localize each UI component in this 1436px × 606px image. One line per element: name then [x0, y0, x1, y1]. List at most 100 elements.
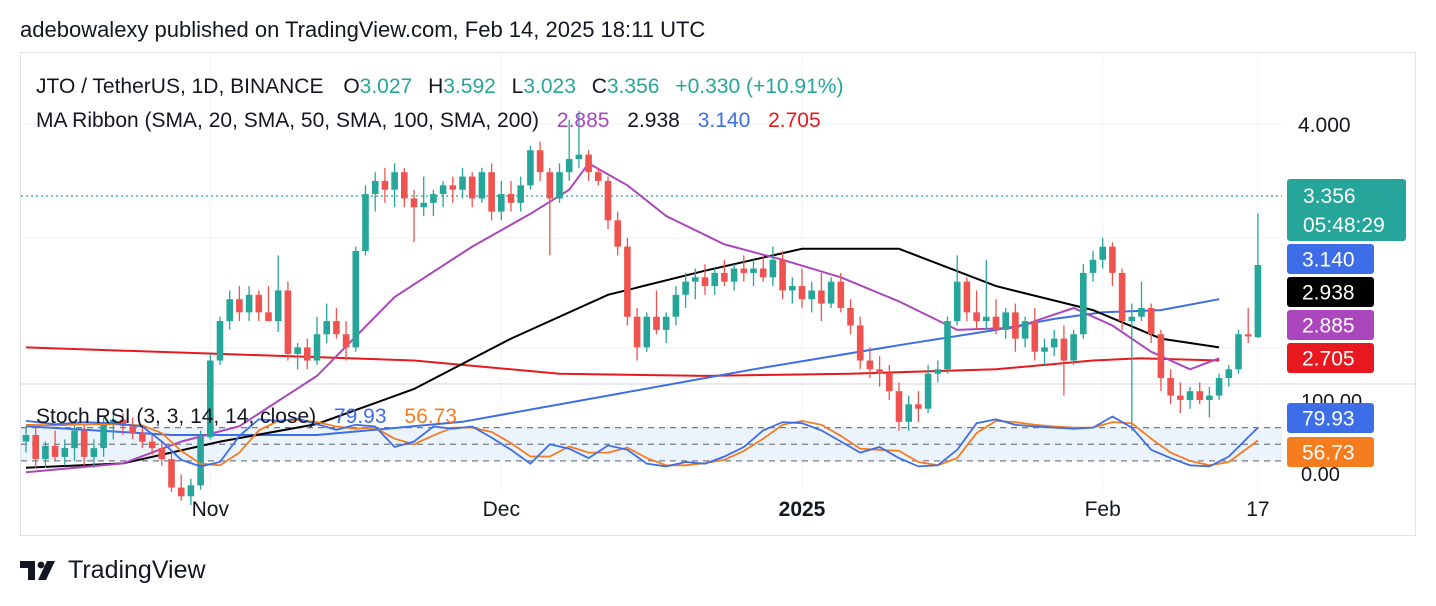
candle-103: [1021, 316, 1029, 348]
low-label: L: [512, 75, 524, 98]
candle-body: [110, 419, 117, 425]
candle-body: [401, 172, 408, 199]
candle-body: [177, 487, 185, 497]
candle-5: [71, 421, 78, 462]
candle-7: [90, 439, 98, 468]
candle-45: [459, 167, 466, 199]
candle-14: [158, 441, 166, 466]
candle-97: [963, 277, 971, 322]
candle-body: [944, 321, 951, 370]
candle-40: [410, 189, 418, 243]
ma-badge-value: 2.938: [1302, 282, 1355, 305]
candle-body: [371, 180, 379, 195]
stoch-badge-value: 79.93: [1302, 408, 1355, 431]
footer: TradingView: [20, 556, 206, 585]
candle-body: [973, 312, 980, 322]
candle-23: [245, 286, 253, 322]
candle-body: [323, 321, 330, 335]
candle-body: [847, 307, 854, 326]
candle-body: [585, 154, 592, 173]
candle-body: [730, 268, 738, 282]
candle-51: [517, 176, 524, 212]
candle-30: [313, 316, 321, 365]
candle-body: [420, 202, 427, 208]
candle-body: [1041, 347, 1048, 352]
candle-99: [983, 259, 990, 330]
ma-value-200: 2.705: [768, 109, 821, 132]
candle-body: [197, 437, 204, 486]
candle-111: [1099, 237, 1106, 269]
candle-79: [789, 277, 796, 304]
candle-115: [1138, 281, 1145, 322]
candle-body: [866, 360, 874, 370]
ma-value-100: 3.140: [698, 109, 751, 132]
candle-121: [1196, 382, 1203, 405]
stoch-k-value: 79.93: [334, 405, 387, 428]
candle-122: [1206, 386, 1213, 418]
candle-body: [216, 321, 224, 361]
candle-body: [798, 286, 806, 300]
candle-body: [42, 445, 49, 460]
last-price-badge-bg: [1287, 179, 1406, 241]
candle-body: [236, 299, 243, 313]
candle-72: [721, 259, 728, 287]
symbol-title: JTO / TetherUS, 1D, BINANCE: [36, 75, 323, 98]
candle-0: [22, 426, 30, 453]
candle-body: [789, 286, 796, 291]
candle-body: [468, 176, 476, 199]
candle-body: [1118, 272, 1126, 322]
candle-80: [798, 268, 806, 308]
candle-body: [536, 150, 544, 173]
low-value: 3.023: [523, 75, 576, 98]
candle-67: [672, 286, 680, 326]
candle-body: [682, 281, 689, 295]
candle-body: [187, 485, 195, 497]
close-label: C: [592, 75, 607, 98]
candle-body: [1244, 334, 1252, 337]
candle-body: [886, 373, 893, 392]
candle-101: [1002, 307, 1009, 339]
candle-body: [245, 294, 253, 313]
candle-57: [575, 110, 583, 168]
stoch-d-line: [25, 418, 1259, 467]
candle-body: [827, 281, 835, 304]
candle-body: [119, 419, 127, 427]
candle-125: [1235, 329, 1242, 374]
candle-body: [575, 154, 583, 160]
grid: [21, 53, 1415, 492]
candle-1: [32, 426, 39, 468]
ma-badge-bg: [1287, 244, 1374, 274]
candle-98: [973, 290, 980, 330]
candle-102: [1012, 303, 1019, 352]
candle-13: [148, 434, 156, 455]
sma50-line: [25, 247, 1220, 469]
candle-90: [895, 382, 903, 431]
candle-body: [740, 268, 748, 273]
candle-body: [1157, 334, 1165, 379]
candle-42: [430, 189, 437, 216]
candle-body: [1099, 246, 1106, 260]
sma200-line: [25, 346, 1220, 377]
candle-84: [837, 272, 845, 313]
candle-52: [527, 145, 534, 190]
candle-body: [633, 316, 641, 348]
candle-body: [207, 360, 214, 438]
candle-74: [740, 255, 748, 282]
candle-105: [1041, 338, 1048, 365]
candle-body: [449, 185, 457, 190]
price-tick-4.000: 4.000: [1298, 114, 1351, 137]
candle-94: [934, 360, 942, 383]
candle-19: [207, 353, 214, 440]
candle-43: [439, 180, 447, 208]
candle-body: [953, 281, 961, 322]
last-price-value: 3.356: [1303, 185, 1356, 208]
candle-body: [1050, 338, 1058, 348]
candle-63: [633, 307, 641, 361]
candle-body: [527, 150, 534, 186]
candle-body: [1070, 334, 1077, 361]
candle-109: [1080, 264, 1087, 339]
candle-92: [915, 391, 922, 422]
candle-53: [536, 141, 544, 181]
stoch-lines: [25, 415, 1259, 468]
